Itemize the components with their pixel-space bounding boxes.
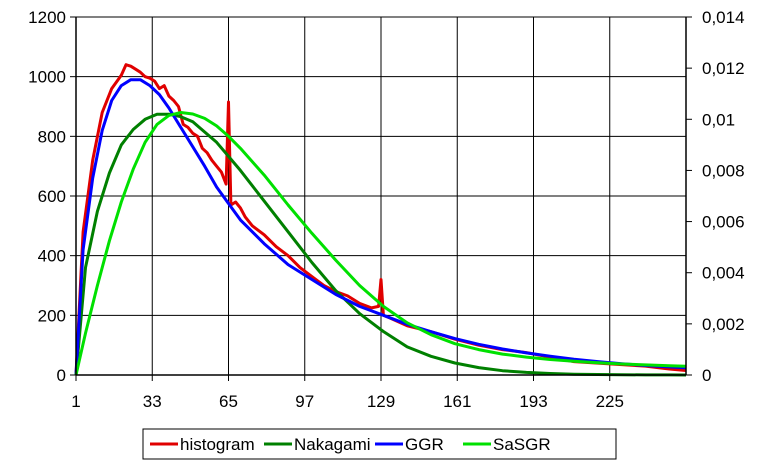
x-tick-label: 97 — [295, 392, 314, 411]
grid — [76, 16, 686, 375]
x-tick-label: 65 — [219, 392, 238, 411]
y-right-tick-label: 0,004 — [702, 264, 745, 283]
y-left-tick-label: 600 — [38, 187, 66, 206]
x-tick-label: 161 — [443, 392, 471, 411]
series-lines — [74, 63, 687, 377]
y-right-tick-label: 0,008 — [702, 161, 745, 180]
x-tick-label: 33 — [143, 392, 162, 411]
x-tick-label: 193 — [519, 392, 547, 411]
legend-label-nakagami: Nakagami — [294, 435, 371, 454]
y-right-tick-label: 0,002 — [702, 315, 745, 334]
y-left-tick-label: 0 — [57, 366, 66, 385]
y-left-tick-label: 200 — [38, 306, 66, 325]
y-right-tick-label: 0 — [702, 366, 711, 385]
series-line-nakagami — [74, 112, 687, 377]
x-tick-label: 1 — [71, 392, 80, 411]
y-right-tick-label: 0,006 — [702, 213, 745, 232]
tick-labels: 0 200 400 600 800 1000 1200 0 0,002 0,004 0,006 0,0… — [28, 8, 744, 411]
series-line-sasgr — [74, 111, 687, 376]
legend-label-sasgr: SaSGR — [493, 435, 551, 454]
axes — [70, 16, 692, 381]
y-left-tick-label: 1000 — [28, 68, 66, 87]
series-line-ggr — [74, 78, 687, 376]
legend-label-ggr: GGR — [405, 435, 444, 454]
y-right-tick-label: 0,012 — [702, 59, 745, 78]
y-left-tick-label: 1200 — [28, 8, 66, 27]
y-left-tick-label: 800 — [38, 127, 66, 146]
legend-label-histogram: histogram — [180, 435, 255, 454]
x-tick-label: 129 — [367, 392, 395, 411]
x-tick-label: 225 — [596, 392, 624, 411]
y-left-tick-label: 400 — [38, 247, 66, 266]
y-right-tick-label: 0,01 — [702, 110, 735, 129]
legend: histogram Nakagami GGR SaSGR — [142, 428, 617, 460]
y-right-tick-label: 0,014 — [702, 8, 745, 27]
